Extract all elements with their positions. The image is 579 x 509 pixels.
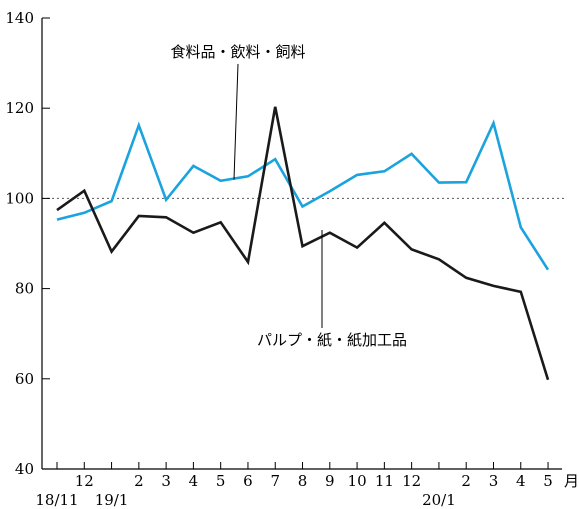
series-layer [56, 106, 550, 381]
series-annotation-0: 食料品・飲料・飼料 [170, 43, 305, 61]
series-line-0 [56, 119, 550, 271]
y-tick-label: 80 [15, 280, 34, 298]
x-year-label: 18/11 [35, 491, 78, 509]
x-tick-label: 2 [461, 472, 471, 490]
x-year-label: 19/1 [95, 491, 129, 509]
x-tick-label: 12 [75, 472, 94, 490]
y-tick-label: 40 [15, 460, 34, 478]
y-tick-label: 60 [15, 370, 34, 388]
series-annotation-1: パルプ・紙・紙加工品 [257, 331, 407, 349]
y-tick-label: 120 [5, 99, 34, 117]
x-tick-label: 7 [270, 472, 280, 490]
x-tick-label: 2 [134, 472, 144, 490]
x-tick-label: 4 [516, 472, 526, 490]
x-year-label: 20/1 [422, 491, 456, 509]
x-tick-label: 6 [243, 472, 253, 490]
x-tick-label: 5 [543, 472, 553, 490]
x-tick-label: 4 [189, 472, 199, 490]
x-tick-label: 12 [402, 472, 421, 490]
series-line-1 [56, 106, 550, 381]
x-tick-label: 10 [348, 472, 367, 490]
x-tick-label: 5 [216, 472, 226, 490]
x-tick-label: 3 [161, 472, 171, 490]
x-tick-label: 3 [489, 472, 499, 490]
x-tick-label: 11 [375, 472, 394, 490]
x-tick-label: 8 [298, 472, 308, 490]
x-unit-label: 月 [564, 472, 579, 490]
y-tick-label: 140 [5, 9, 34, 27]
x-tick-label: 9 [325, 472, 335, 490]
y-tick-label: 100 [5, 189, 34, 207]
annotation-leader-0 [233, 63, 239, 180]
